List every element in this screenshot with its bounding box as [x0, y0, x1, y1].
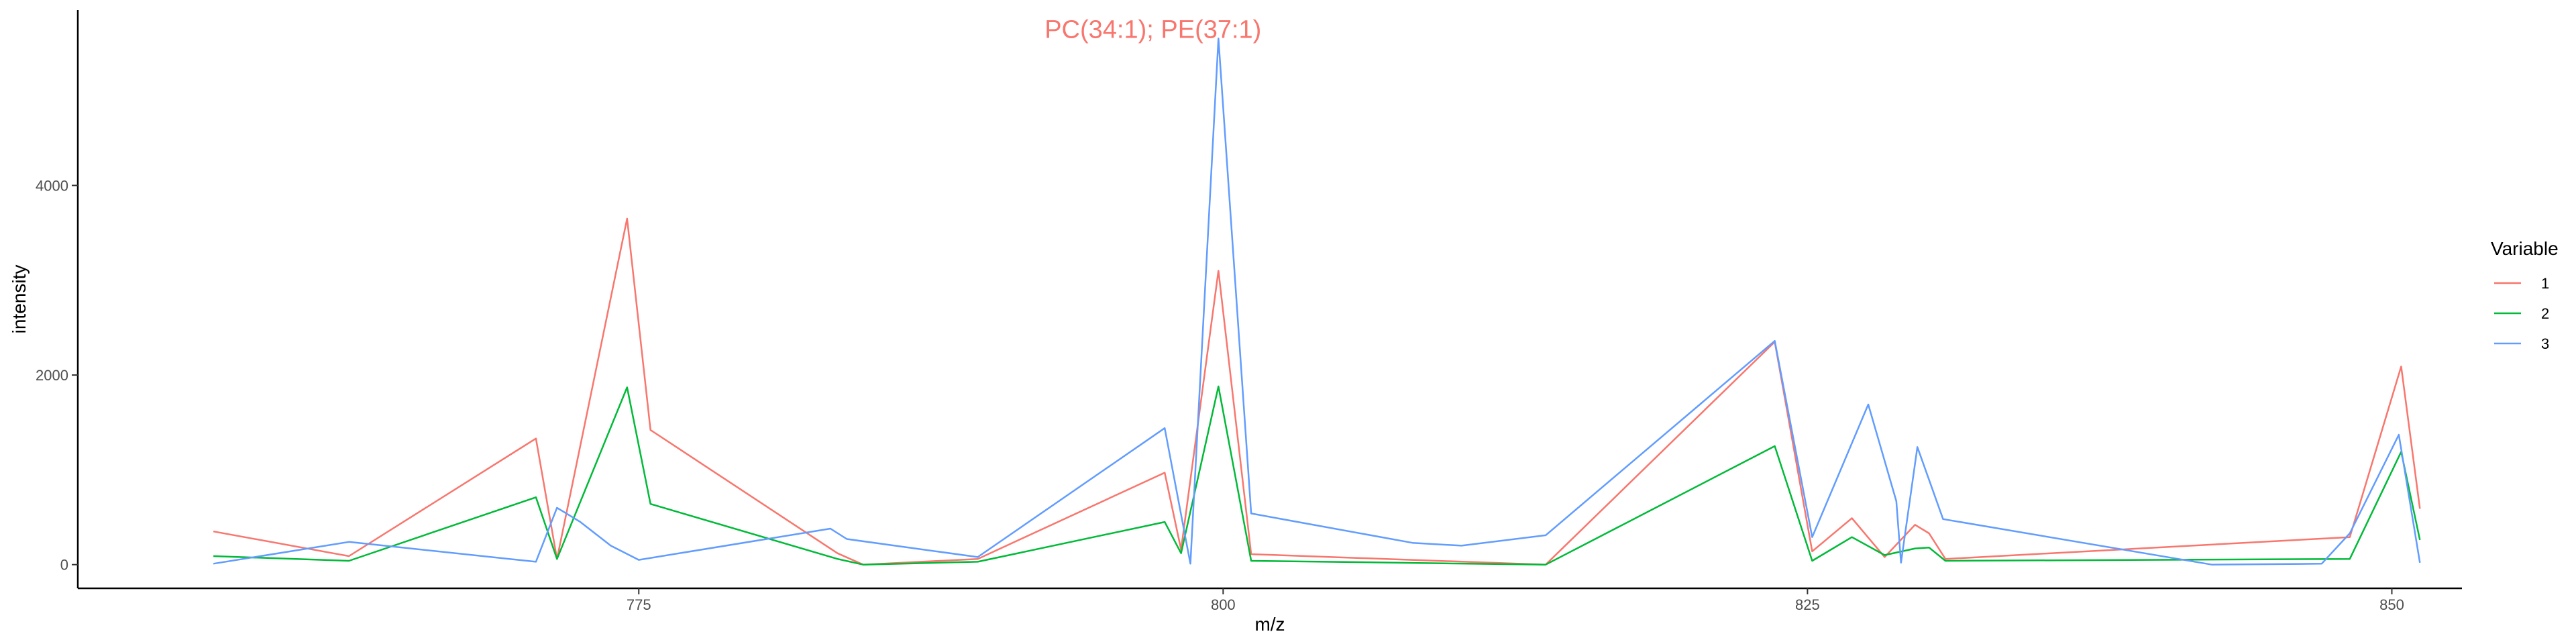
legend-items: 1 2 3 [2494, 275, 2549, 352]
legend-label-1: 1 [2541, 275, 2549, 292]
y-tick-label: 0 [60, 557, 68, 574]
series-line-2 [213, 385, 2421, 566]
series-layer [213, 38, 2421, 566]
peak-annotation: PC(34:1); PE(37:1) [1044, 15, 1261, 44]
x-tick-label: 850 [2379, 596, 2404, 613]
x-axis-ticks: 775 800 825 850 [627, 588, 2404, 613]
series-line-3 [213, 38, 2421, 566]
legend-title: Variable [2491, 238, 2559, 259]
x-tick-label: 800 [1211, 596, 1236, 613]
legend-label-3: 3 [2541, 335, 2549, 352]
y-axis-ticks: 0 2000 4000 [36, 177, 78, 574]
x-tick-label: 775 [627, 596, 651, 613]
legend-label-2: 2 [2541, 305, 2549, 322]
x-tick-label: 825 [1795, 596, 1820, 613]
y-axis-title: intensity [9, 265, 30, 334]
legend: Variable 1 2 3 [2491, 238, 2559, 352]
x-axis-title: m/z [1254, 614, 1285, 635]
series-line-1 [213, 217, 2421, 566]
y-tick-label: 4000 [36, 177, 68, 194]
y-tick-label: 2000 [36, 367, 68, 384]
